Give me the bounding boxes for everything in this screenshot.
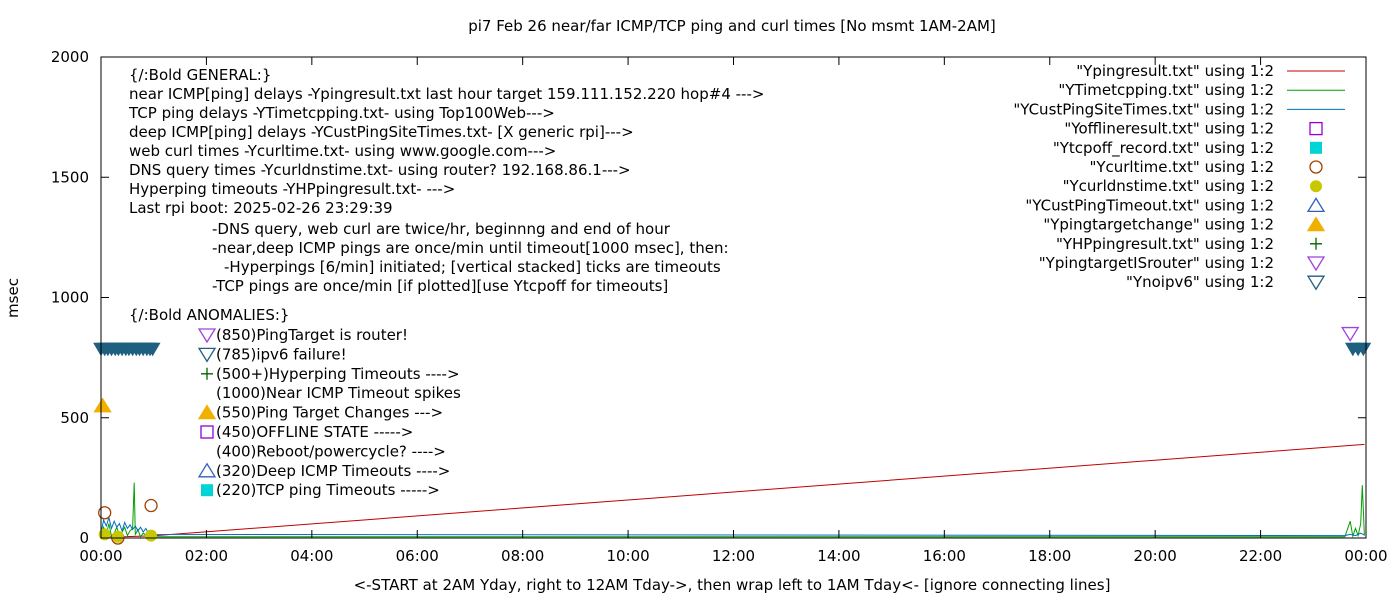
- legend-marker-swatch: [1309, 160, 1323, 174]
- x-tick-label: 06:00: [396, 547, 439, 565]
- anomaly-key-symbol: [197, 347, 217, 363]
- annotation-general-line: near ICMP[ping] delays -Ypingresult.txt …: [129, 85, 764, 103]
- legend-label: "Ytcpoff_record.txt" using 1:2: [1053, 139, 1274, 158]
- legend-marker-swatch: [1310, 141, 1322, 154]
- x-tick-label: 04:00: [290, 547, 333, 565]
- annotation-note-line: -near,deep ICMP pings are once/min until…: [212, 239, 729, 257]
- legend-marker-swatch: [1306, 216, 1326, 232]
- x-tick-label: 22:00: [1239, 547, 1282, 565]
- x-tick-label: 18:00: [1028, 547, 1071, 565]
- legend-marker-swatch: [1306, 275, 1326, 291]
- x-tick-label: 20:00: [1134, 547, 1177, 565]
- annotation-anomaly-line: (550)Ping Target Changes --->: [216, 404, 443, 422]
- annotation-general-line: deep ICMP[ping] delays -YCustPingSiteTim…: [129, 123, 634, 141]
- anomaly-key-symbol: [197, 404, 217, 420]
- data-point-10: [1341, 326, 1360, 342]
- legend-label: "Ypingtargetchange" using 1:2: [1043, 216, 1274, 234]
- data-point-8: [93, 397, 112, 413]
- legend-label: "Ycurldnstime.txt" using 1:2: [1063, 177, 1274, 195]
- data-point-6: [145, 529, 158, 542]
- y-tick-label: 500: [60, 409, 89, 427]
- data-point-6: [98, 528, 111, 541]
- x-tick-label: 16:00: [923, 547, 966, 565]
- annotation-note-line: -Hyperpings [6/min] initiated; [vertical…: [224, 258, 721, 276]
- legend-label: "YCustPingSiteTimes.txt" using 1:2: [1013, 100, 1274, 118]
- ipv6-failure-point: [1355, 342, 1372, 357]
- legend-label: "YHPpingresult.txt" using 1:2: [1056, 235, 1274, 253]
- annotation-anomalies-title: {/:Bold ANOMALIES:}: [129, 306, 289, 324]
- data-point-5: [144, 498, 158, 513]
- x-axis-label: <-START at 2AM Yday, right to 12AM Tday-…: [354, 576, 1111, 594]
- annotation-anomaly-line: (850)PingTarget is router!: [216, 326, 408, 344]
- annotation-anomaly-line: (320)Deep ICMP Timeouts ---->: [216, 462, 450, 480]
- annotation-anomaly-line: (785)ipv6 failure!: [216, 345, 347, 363]
- x-tick-label: 00:00: [79, 547, 122, 565]
- legend-label: "Ynoipv6" using 1:2: [1126, 273, 1274, 291]
- legend-label: "YCustPingTimeout.txt" using 1:2: [1025, 196, 1274, 214]
- series-line-2: [100, 515, 1365, 537]
- annotation-anomaly-line: (400)Reboot/powercycle? ---->: [216, 442, 446, 460]
- anomaly-key-symbol: [200, 425, 214, 439]
- x-tick-label: 08:00: [501, 547, 544, 565]
- annotation-general-line: DNS query times -Ycurldnstime.txt- using…: [129, 161, 631, 179]
- annotation-general-line: Hyperping timeouts -YHPpingresult.txt- -…: [129, 180, 455, 198]
- legend: "Ypingresult.txt" using 1:2"YTimetcpping…: [1013, 62, 1345, 291]
- legend-label: "YpingtargetISrouter" using 1:2: [1039, 254, 1274, 272]
- anomaly-key-symbol: [201, 367, 213, 380]
- legend-label: "Ypingresult.txt" using 1:2: [1076, 62, 1274, 80]
- data-point-5: [98, 506, 112, 520]
- annotation-anomaly-line: (220)TCP ping Timeouts ----->: [216, 481, 440, 499]
- axis-ticks: 0 500 1000 1500 2000 00:00 02:00 04:00 06:00 08:0…: [51, 48, 1388, 565]
- anomaly-key-symbol: [197, 328, 217, 344]
- y-tick-label: 1500: [51, 168, 89, 186]
- y-tick-label: 0: [79, 529, 89, 547]
- legend-marker-swatch: [1309, 121, 1323, 136]
- annotation-anomaly-line: (1000)Near ICMP Timeout spikes: [216, 384, 461, 402]
- x-tick-label: 02:00: [185, 547, 228, 565]
- chart-title: pi7 Feb 26 near/far ICMP/TCP ping and cu…: [468, 17, 996, 35]
- legend-marker-swatch: [1310, 180, 1322, 193]
- y-tick-label: 1000: [51, 289, 89, 307]
- y-axis-label: msec: [4, 278, 22, 318]
- annotations: {/:Bold GENERAL:}near ICMP[ping] delays …: [128, 66, 764, 499]
- legend-label: "Yofflineresult.txt" using 1:2: [1064, 120, 1274, 138]
- anomaly-key-symbol: [201, 484, 213, 497]
- legend-marker-swatch: [1306, 197, 1326, 213]
- annotation-general-line: web curl times -Ycurltime.txt- using www…: [129, 142, 556, 160]
- data-point-6: [111, 530, 124, 543]
- x-tick-label: 00:00: [1344, 547, 1387, 565]
- annotation-note-line: -TCP pings are once/min [if plotted][use…: [212, 277, 668, 295]
- legend-marker-swatch: [1310, 237, 1322, 250]
- annotation-anomaly-line: (500+)Hyperping Timeouts ---->: [216, 365, 460, 383]
- annotation-anomaly-line: (450)OFFLINE STATE ----->: [216, 423, 413, 441]
- anomaly-key-symbol: [197, 462, 217, 478]
- y-tick-label: 2000: [51, 48, 89, 66]
- x-tick-label: 14:00: [817, 547, 860, 565]
- x-tick-label: 12:00: [712, 547, 755, 565]
- legend-label: "YTimetcpping.txt" using 1:2: [1058, 81, 1274, 99]
- legend-marker-swatch: [1306, 256, 1326, 272]
- annotation-general-line: Last rpi boot: 2025-02-26 23:29:39: [129, 199, 393, 217]
- annotation-note-line: -DNS query, web curl are twice/hr, begin…: [212, 220, 671, 238]
- annotation-general-line: {/:Bold GENERAL:}: [129, 66, 271, 84]
- legend-label: "Ycurltime.txt" using 1:2: [1089, 158, 1274, 176]
- x-tick-label: 10:00: [606, 547, 649, 565]
- ipv6-failure-point: [144, 342, 161, 357]
- annotation-general-line: TCP ping delays -YTimetcpping.txt- using…: [128, 104, 555, 122]
